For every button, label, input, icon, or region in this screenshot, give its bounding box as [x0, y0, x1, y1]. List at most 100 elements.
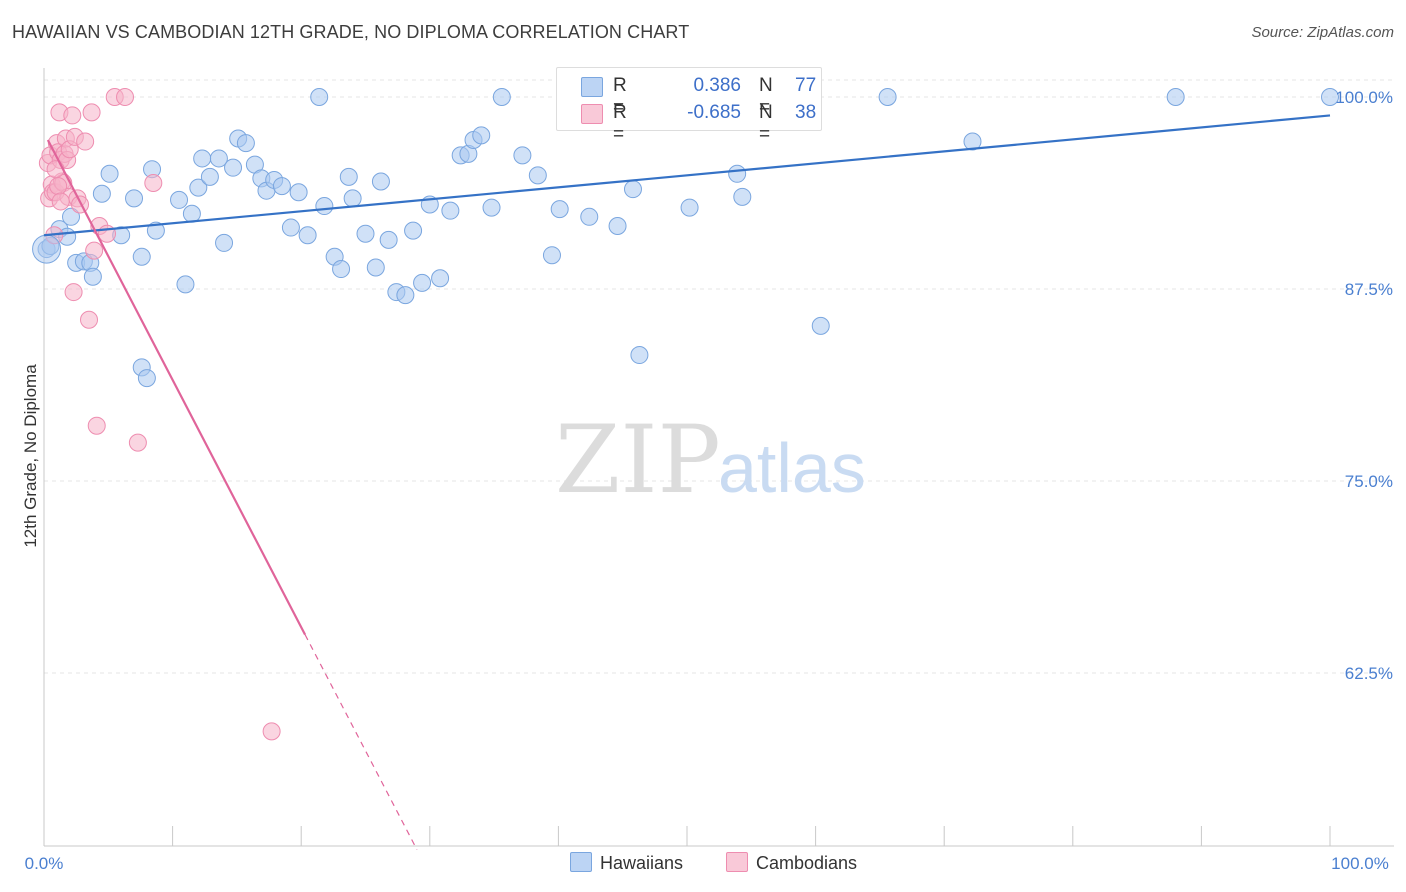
legend-swatch-pink [581, 104, 603, 124]
hawaiian-point [209, 149, 228, 168]
hawaiian-point [542, 246, 561, 265]
legend-r-value: 0.386 [693, 75, 741, 96]
hawaiian-point [200, 167, 219, 186]
hawaiian-trend-line [43, 114, 1331, 237]
cambodian-point [49, 177, 68, 196]
x-tick-label: 100.0% [1331, 854, 1389, 873]
hawaiian-point [550, 200, 569, 219]
chart-title: HAWAIIAN VS CAMBODIAN 12TH GRADE, NO DIP… [12, 22, 690, 42]
hawaiian-point [528, 166, 547, 185]
cambodian-trend-extension [304, 634, 418, 850]
hawaiian-point [132, 247, 151, 266]
cambodian-point [71, 195, 90, 214]
hawaiian-point [630, 346, 649, 365]
watermark-zip: ZIP [555, 406, 721, 515]
cambodian-point [51, 192, 70, 211]
legend-swatch-blue [570, 852, 592, 872]
cambodian-point [63, 106, 82, 125]
legend-item-cambodians: Cambodians [726, 852, 857, 874]
hawaiian-point [680, 198, 699, 217]
legend-swatch-pink [726, 852, 748, 872]
hawaiian-point [878, 88, 897, 106]
hawaiian-point [189, 178, 208, 197]
legend-n-label: N = [759, 102, 773, 145]
hawaiian-point [298, 226, 317, 245]
hawaiian-point [125, 189, 144, 208]
hawaiian-point [137, 369, 156, 388]
trend-lines [43, 114, 1331, 850]
cambodian-trend-line [46, 139, 307, 636]
y-tick-label: 100.0% [1335, 88, 1393, 107]
hawaiian-point [146, 221, 165, 240]
cambodian-point [82, 103, 101, 122]
grid-lines [44, 79, 1394, 674]
hawaiian-point [379, 230, 398, 249]
cambodian-point [87, 416, 106, 435]
source-label: Source: ZipAtlas.com [1251, 24, 1394, 41]
cambodian-point [46, 160, 65, 179]
hawaiian-point [83, 267, 102, 286]
hawaiian-point [62, 207, 81, 226]
watermark: ZIP atlas [555, 406, 866, 515]
watermark-atlas: atlas [718, 429, 866, 507]
hawaiian-point [492, 88, 511, 106]
hawaiian-point [289, 183, 308, 202]
hawaiian-point [92, 184, 111, 203]
cambodian-point [80, 310, 99, 329]
hawaiian-point [513, 146, 532, 165]
y-tick-label: 87.5% [1345, 280, 1393, 299]
hawaiian-point [315, 197, 334, 216]
hawaiian-point [608, 217, 627, 236]
legend-swatch-blue [581, 77, 603, 97]
hawaiian-point [482, 198, 501, 217]
legend-n-value: 38 [795, 102, 817, 123]
hawaiian-point [1321, 88, 1339, 106]
hawaiian-point [733, 187, 752, 206]
cambodian-point [64, 283, 83, 302]
x-tick-label: 0.0% [25, 854, 64, 873]
hawaiian-cluster-point [32, 234, 62, 264]
cambodian-point [116, 88, 135, 106]
hawaiian-point [963, 132, 982, 151]
cambodian-point [144, 174, 163, 193]
hawaiian-point [623, 180, 642, 199]
cambodian-point [85, 241, 104, 260]
hawaiian-point [236, 134, 255, 153]
legend-r-value: -0.685 [687, 102, 741, 123]
hawaiian-point [472, 126, 491, 145]
hawaiian-point [176, 275, 195, 294]
hawaiian-point [224, 158, 243, 177]
hawaiian-point [215, 233, 234, 252]
hawaiian-point [366, 258, 385, 277]
stats-legend: R = 0.386 N = 77 R = -0.685 N = 38 [556, 67, 822, 145]
hawaiian-point [182, 204, 201, 223]
hawaiian-point [281, 218, 300, 237]
y-tick-label: 62.5% [1345, 664, 1393, 683]
cambodian-point [76, 132, 95, 151]
hawaiian-point [193, 149, 212, 168]
hawaiian-point [431, 269, 450, 288]
hawaiian-point [356, 224, 375, 243]
hawaiian-point [404, 221, 423, 240]
y-tick-label: 75.0% [1345, 472, 1393, 491]
hawaiian-point [811, 316, 830, 335]
legend-r-label: R = [613, 102, 627, 145]
hawaiian-point [170, 190, 189, 209]
legend-label: Cambodians [756, 853, 858, 873]
hawaiian-point [580, 207, 599, 226]
hawaiian-point [396, 286, 415, 305]
hawaiian-point [441, 201, 460, 220]
hawaiian-point [339, 167, 358, 186]
legend-label: Hawaiians [600, 853, 684, 873]
hawaiian-point [413, 273, 432, 292]
legend-r-label: R = [613, 75, 627, 118]
hawaiian-point [272, 177, 291, 196]
hawaiian-point [343, 189, 362, 208]
cambodian-point [262, 722, 281, 741]
legend-item-hawaiians: Hawaiians [570, 852, 683, 874]
legend-n-label: N = [759, 75, 773, 118]
hawaiian-point [332, 260, 351, 279]
hawaiian-point [310, 88, 329, 106]
data-points [32, 88, 1339, 741]
